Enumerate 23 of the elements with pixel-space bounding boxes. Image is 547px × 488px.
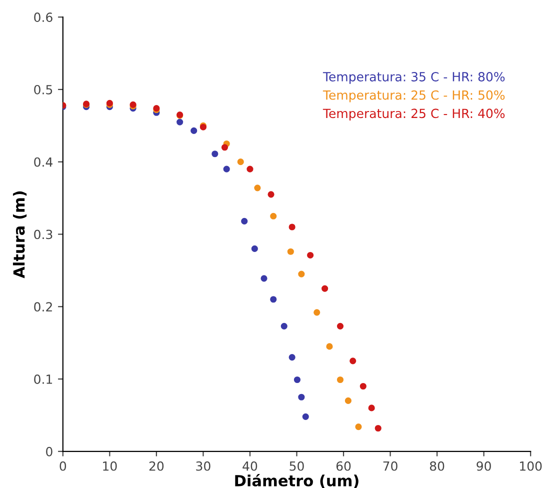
y-tick-label: 0.5 <box>34 84 52 94</box>
y-tick-label: 0.3 <box>34 230 52 240</box>
y-tick-label: 0.1 <box>34 374 52 384</box>
text: Temperatura: 35 C - HR: 80% <box>322 72 505 84</box>
x-tick-label: 40 <box>242 461 258 471</box>
x-tick-label: 90 <box>476 461 491 471</box>
x-tick-label: 30 <box>196 461 210 471</box>
x-tick-label: 10 <box>103 461 117 471</box>
y-axis-title: Altura (m) <box>12 191 27 278</box>
text: Temperatura: 25 C - HR: 50% <box>322 90 505 102</box>
x-tick-label: 60 <box>336 461 351 471</box>
y-tick-label: 0 <box>46 446 52 456</box>
text: Temperatura: 25 C - HR: 40% <box>322 108 505 121</box>
x-tick-label: 100 <box>520 461 542 471</box>
x-axis-title: Diámetro (um) <box>235 474 358 488</box>
x-tick-label: 50 <box>290 461 304 471</box>
x-tick-label: 80 <box>430 461 444 471</box>
x-tick-label: 0 <box>60 461 66 471</box>
y-tick-label: 0.2 <box>34 302 52 312</box>
y-tick-label: 0.6 <box>34 12 52 22</box>
y-tick-label: 0.4 <box>34 157 52 167</box>
x-tick-label: 20 <box>149 461 164 471</box>
x-tick-label: 70 <box>383 461 398 471</box>
